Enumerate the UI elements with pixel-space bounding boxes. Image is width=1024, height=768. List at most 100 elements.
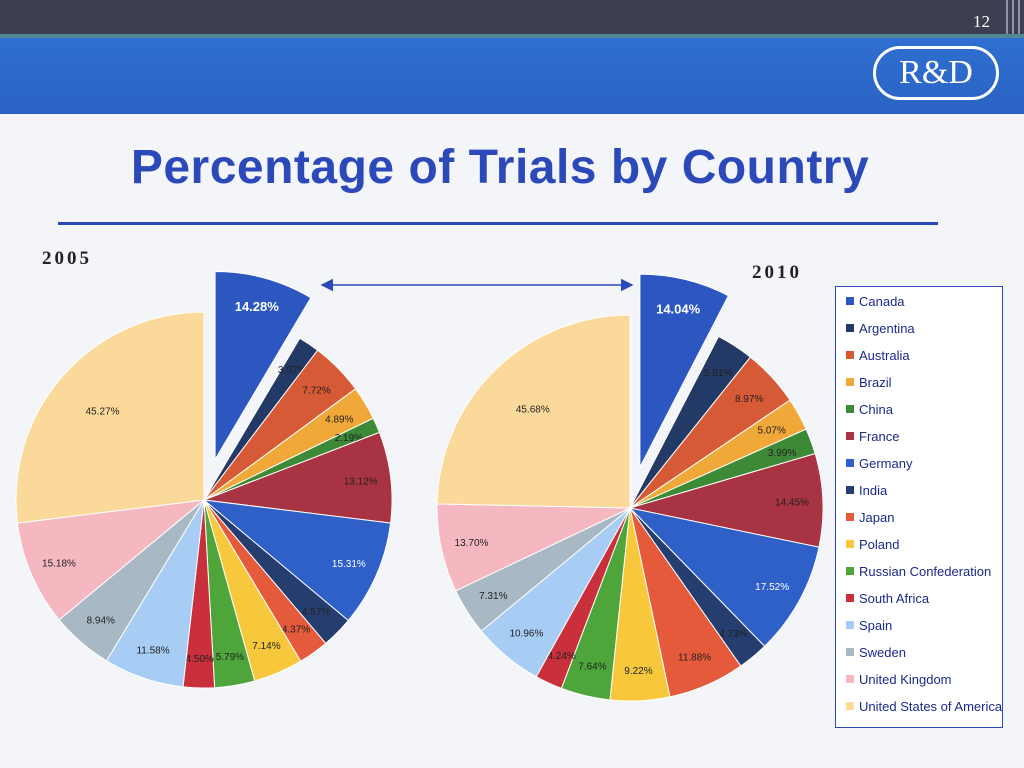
legend-item: Australia — [846, 345, 910, 365]
legend-item: China — [846, 399, 893, 419]
data-label: 4.73% — [719, 629, 747, 640]
legend-swatch — [846, 513, 854, 521]
legend-item: Poland — [846, 534, 899, 554]
data-label: 7.72% — [302, 385, 330, 396]
legend-item: Argentina — [846, 318, 915, 338]
top-bar-accent-line — [0, 34, 1024, 38]
data-label: 15.18% — [42, 559, 76, 570]
legend-item: Germany — [846, 453, 912, 473]
legend-label: France — [859, 428, 900, 444]
pie-2005: 14.28% 3.07% 7.72% 4.89% 2.19% 13.12% 15.31% 4.… — [15, 270, 393, 689]
data-label: 8.94% — [87, 616, 115, 627]
data-label: 5.79% — [216, 652, 244, 663]
data-label: 9.22% — [624, 666, 652, 677]
legend-label: United States of America — [859, 698, 1003, 714]
page-number: 12 — [973, 12, 990, 31]
data-label: 2.19% — [335, 433, 363, 444]
legend-item: Spain — [846, 615, 892, 635]
legend-item: India — [846, 480, 887, 500]
legend-swatch — [846, 351, 854, 359]
legend-label: Russian Confederation — [859, 563, 992, 579]
pie-slice — [628, 507, 820, 648]
pie-slice — [629, 452, 824, 548]
legend-swatch — [846, 621, 854, 629]
logo: R&D — [873, 46, 999, 100]
data-label: 4.89% — [325, 415, 353, 426]
legend-item: Brazil — [846, 372, 892, 392]
year-label-2010: 2010 — [752, 262, 802, 283]
data-label: 11.58% — [136, 645, 169, 656]
legend-swatch — [846, 378, 854, 386]
data-label: 8.97% — [735, 394, 763, 405]
data-label: 4.50% — [185, 654, 213, 665]
legend-swatch — [846, 297, 854, 305]
pie-slice — [639, 273, 730, 468]
header-band — [0, 38, 1024, 114]
data-label: 5.07% — [758, 425, 786, 436]
legend-label: China — [859, 401, 893, 417]
legend-label: Germany — [859, 455, 913, 471]
title-rule — [58, 222, 938, 225]
legend-swatch — [846, 405, 854, 413]
pie-slice — [214, 270, 312, 462]
legend-swatch — [846, 540, 854, 548]
legend-item: France — [846, 426, 899, 446]
pie-slice — [436, 314, 631, 509]
legend-item: United States of America — [846, 696, 1002, 716]
legend-label: Brazil — [859, 374, 892, 390]
data-label: 3.99% — [768, 448, 796, 459]
legend-item: Canada — [846, 291, 905, 311]
data-label: 11.88% — [678, 653, 711, 664]
data-label: 5.81% — [704, 368, 732, 379]
top-bar — [0, 0, 1024, 34]
data-label: 17.52% — [755, 582, 789, 593]
legend-label: Japan — [859, 509, 895, 525]
legend-swatch — [846, 675, 854, 683]
legend-label: Sweden — [859, 644, 906, 660]
data-label: 7.31% — [479, 591, 507, 602]
legend-item: South Africa — [846, 588, 929, 608]
legend-item: United Kingdom — [846, 669, 952, 689]
data-label: 7.64% — [578, 662, 606, 673]
year-label-2005: 2005 — [42, 248, 92, 269]
data-label: 45.68% — [516, 405, 550, 416]
pie-slice — [202, 499, 392, 622]
data-label: 45.27% — [86, 406, 120, 417]
legend-label: Canada — [859, 293, 905, 309]
data-label: 13.12% — [344, 477, 378, 488]
legend-swatch — [846, 594, 854, 602]
data-label: 4.57% — [302, 607, 330, 618]
legend-item: Sweden — [846, 642, 906, 662]
legend-label: United Kingdom — [859, 671, 952, 687]
data-label: 10.96% — [509, 629, 543, 640]
legend-item: Japan — [846, 507, 894, 527]
data-label: 4.24% — [547, 651, 575, 662]
data-label: 13.70% — [455, 538, 489, 549]
legend-swatch — [846, 648, 854, 656]
legend-item: Russian Confederation — [846, 561, 991, 581]
legend-swatch — [846, 324, 854, 332]
legend-label: Poland — [859, 536, 900, 552]
data-label: 14.28% — [235, 299, 280, 314]
decorative-bars — [1002, 0, 1024, 34]
legend-swatch — [846, 486, 854, 494]
chart-legend: Canada Argentina Australia Brazil China Franc… — [835, 286, 1003, 728]
legend-swatch — [846, 459, 854, 467]
legend-label: Argentina — [859, 320, 915, 336]
legend-swatch — [846, 567, 854, 575]
pie-2010: 14.04% 5.81% 8.97% 5.07% 3.99% 14.45% 17.52% 4.… — [436, 273, 824, 702]
legend-label: Australia — [859, 347, 910, 363]
data-label: 14.45% — [775, 497, 809, 508]
data-label: 7.14% — [252, 641, 280, 652]
pie-slice — [16, 499, 206, 621]
legend-swatch — [846, 702, 854, 710]
data-label: 4.37% — [282, 624, 310, 635]
legend-swatch — [846, 432, 854, 440]
slide-title: Percentage of Trials by Country — [130, 141, 870, 194]
legend-label: India — [859, 482, 888, 498]
data-label: 14.04% — [656, 302, 701, 317]
pie-slice — [15, 311, 205, 524]
legend-label: Spain — [859, 617, 893, 633]
legend-label: South Africa — [859, 590, 930, 606]
